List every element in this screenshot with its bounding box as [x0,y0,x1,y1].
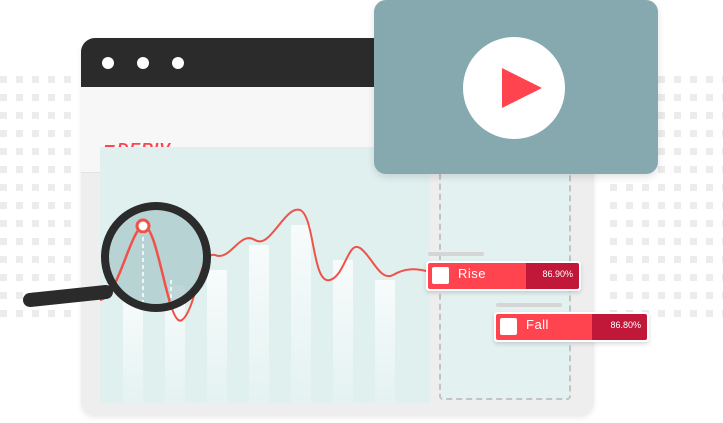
rise-top-line [428,252,484,256]
rise-trade-button[interactable]: Rise 86.90% [426,252,581,291]
dot-pattern-left [0,76,80,326]
fall-payout: 86.80% [610,320,641,330]
window-dot-1[interactable] [102,57,114,69]
window-dot-3[interactable] [172,57,184,69]
rise-checkbox[interactable] [432,267,449,284]
rise-payout: 86.90% [542,269,573,279]
rise-label: Rise [458,266,487,281]
fall-trade-button[interactable]: Fall 86.80% [494,303,649,342]
magnifier-icon [23,202,211,312]
rise-payout-segment [526,263,579,289]
play-icon [502,68,542,108]
fall-checkbox[interactable] [500,318,517,335]
fall-payout-segment [592,314,647,340]
chart-bars [123,225,395,403]
fall-label: Fall [526,317,549,332]
fall-top-line [496,303,562,307]
window-dot-2[interactable] [137,57,149,69]
